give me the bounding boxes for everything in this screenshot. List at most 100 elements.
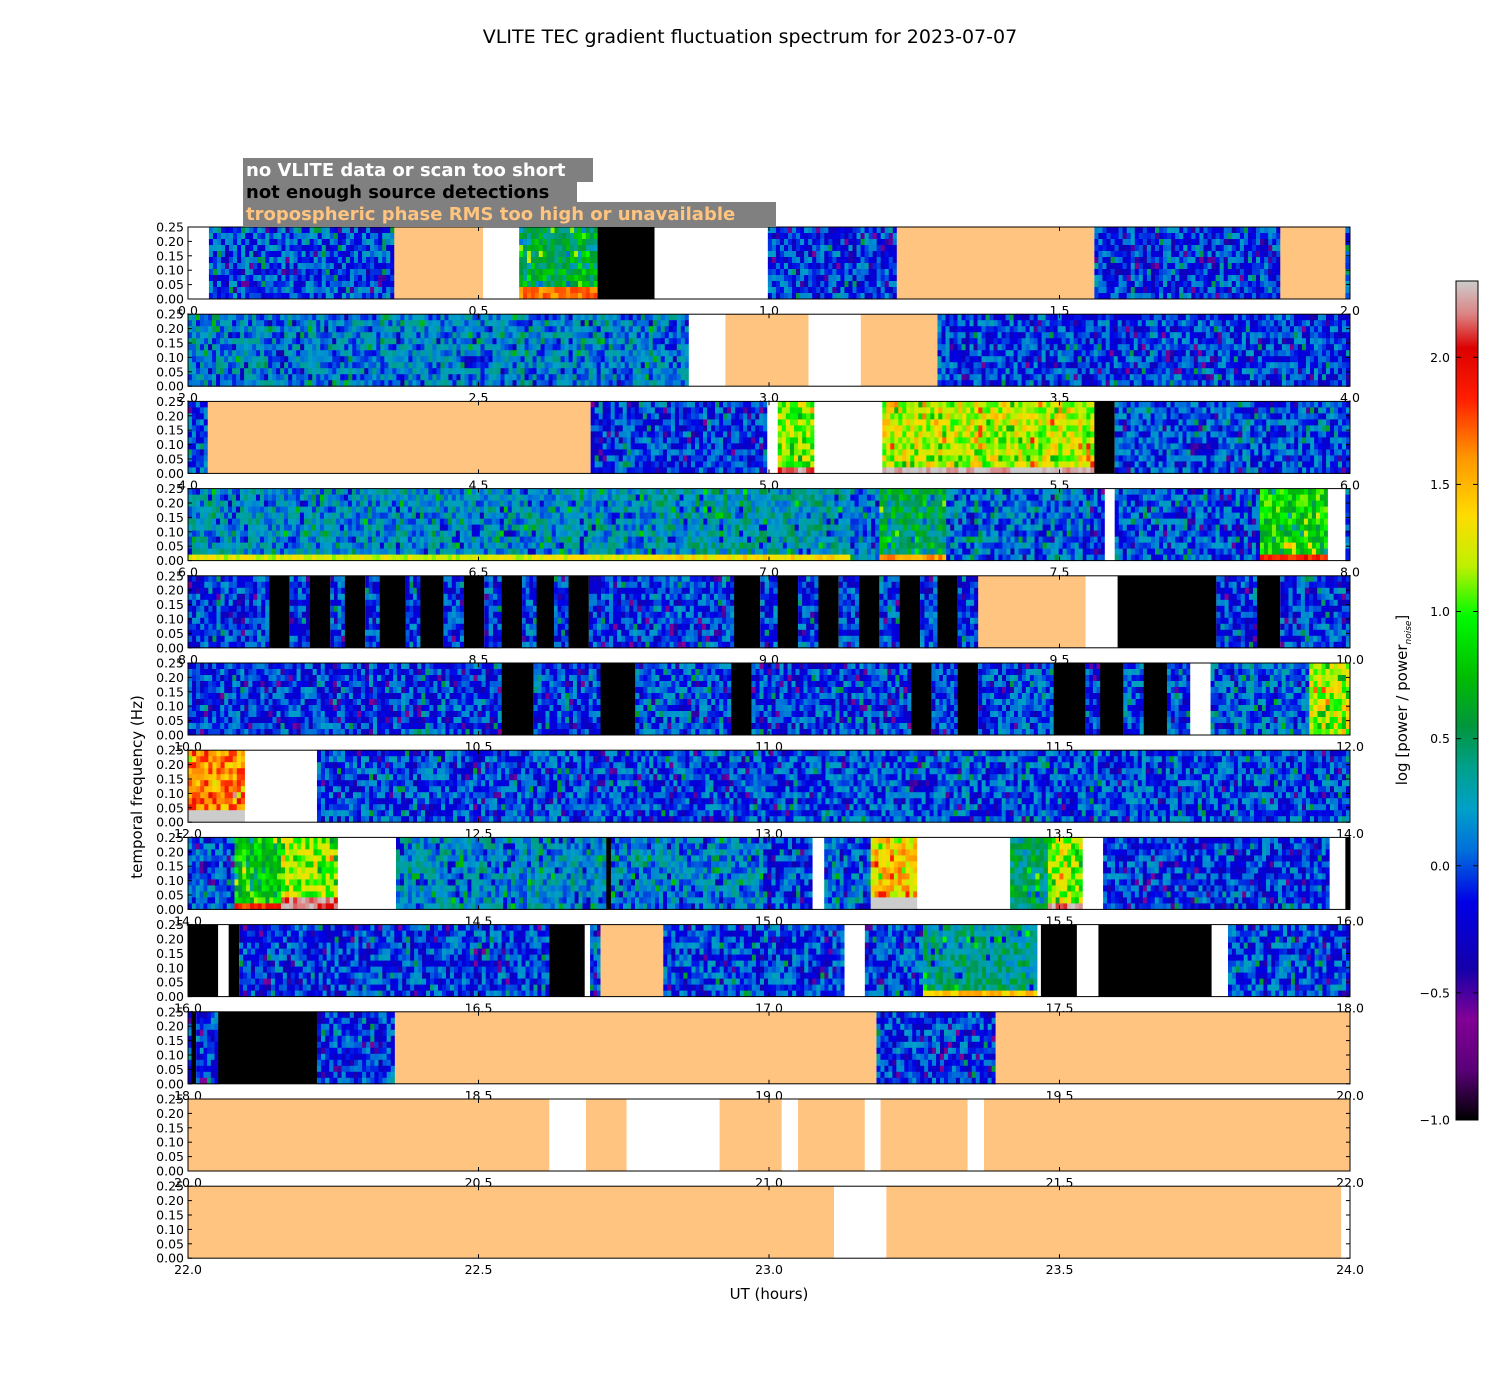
- spectrum-cell: [436, 368, 441, 375]
- spectrum-cell: [614, 443, 620, 450]
- spectrum-cell: [686, 449, 692, 456]
- spectrum-cell: [1098, 257, 1103, 264]
- spectrum-cell: [305, 269, 311, 276]
- spectrum-cell: [1313, 314, 1319, 321]
- spectrum-cell: [1033, 356, 1039, 363]
- spectrum-cell: [316, 374, 321, 381]
- spectrum-cell: [1113, 380, 1119, 387]
- spectrum-cell: [1173, 314, 1179, 321]
- spectrum-cell: [366, 239, 371, 246]
- spectrum-cell: [1109, 362, 1115, 369]
- spectrum-cell: [1142, 239, 1148, 246]
- spectrum-cell: [1221, 380, 1227, 387]
- spectrum-cell: [656, 332, 662, 339]
- spectrum-cell: [602, 437, 608, 444]
- spectrum-cell: [824, 245, 829, 252]
- spectrum-cell: [783, 287, 789, 294]
- spectrum-cell: [686, 467, 692, 474]
- spectrum-cell: [824, 293, 829, 300]
- spectrum-cell: [1345, 239, 1351, 246]
- spectrum-cell: [1313, 332, 1319, 339]
- spectrum-cell: [324, 350, 329, 357]
- spectrum-cell: [199, 461, 205, 468]
- spectrum-cell: [656, 380, 662, 387]
- spectrum-cell: [348, 356, 353, 363]
- spectrum-cell: [519, 287, 524, 294]
- spectrum-cell: [612, 332, 618, 339]
- spectrum-cell: [1045, 368, 1051, 375]
- spectrum-cell: [618, 407, 624, 414]
- spectrum-cell: [484, 356, 489, 363]
- spectrum-cell: [977, 368, 982, 375]
- spectrum-cell: [300, 380, 305, 387]
- spectrum-cell: [1265, 320, 1271, 327]
- spectrum-cell: [1114, 269, 1120, 276]
- spectrum-cell: [644, 362, 650, 369]
- spectrum-cell: [630, 461, 636, 468]
- spectrum-cell: [1209, 380, 1215, 387]
- spectrum-cell: [648, 338, 654, 345]
- spectrum-cell: [1268, 251, 1273, 258]
- spectrum-cell: [1345, 275, 1351, 282]
- spectrum-cell: [1346, 320, 1351, 327]
- spectrum-cell: [496, 326, 501, 333]
- spectrum-cell: [610, 413, 616, 420]
- spectrum-cell: [320, 338, 325, 345]
- spectrum-cell: [646, 455, 652, 462]
- spectrum-cell: [1029, 320, 1034, 327]
- spectrum-cell: [1276, 239, 1281, 246]
- spectrum-cell: [614, 419, 620, 426]
- spectrum-cell: [1097, 356, 1103, 363]
- spectrum-cell: [536, 332, 541, 339]
- spectrum-cell: [953, 380, 958, 387]
- spectrum-cell: [562, 245, 567, 252]
- spectrum-cell: [228, 326, 233, 333]
- spectrum-cell: [630, 443, 636, 450]
- spectrum-cell: [496, 314, 501, 321]
- spectrum-cell: [981, 368, 986, 375]
- spectrum-cell: [965, 314, 970, 321]
- spectrum-cell: [1277, 314, 1283, 321]
- spectrum-cell: [610, 443, 616, 450]
- spectrum-cell: [682, 401, 688, 408]
- spectrum-cell: [949, 356, 954, 363]
- spectrum-cell: [523, 269, 528, 276]
- spectrum-cell: [309, 275, 315, 282]
- spectrum-cell: [666, 425, 672, 432]
- spectrum-cell: [1268, 245, 1273, 252]
- spectrum-cell: [660, 338, 666, 345]
- spectrum-cell: [1269, 368, 1275, 375]
- spectrum-cell: [312, 326, 317, 333]
- spectrum-cell: [528, 380, 533, 387]
- spectrum-cell: [301, 287, 307, 294]
- spectrum-cell: [1260, 227, 1265, 234]
- spectrum-cell: [836, 251, 841, 258]
- spectrum-cell: [416, 320, 421, 327]
- spectrum-cell: [216, 257, 222, 264]
- spectrum-cell: [1177, 380, 1183, 387]
- spectrum-cell: [1235, 233, 1241, 240]
- spectrum-cell: [364, 320, 369, 327]
- spectrum-cell: [1203, 239, 1208, 246]
- spectrum-cell: [349, 263, 355, 270]
- spectrum-cell: [820, 275, 825, 282]
- spectrum-cell: [212, 344, 217, 351]
- spectrum-cell: [1106, 239, 1111, 246]
- spectrum-cell: [1273, 320, 1279, 327]
- spectrum-cell: [560, 374, 566, 381]
- spectrum-cell: [1001, 314, 1006, 321]
- spectrum-cell: [534, 251, 540, 258]
- spectrum-cell: [380, 350, 385, 357]
- spectrum-cell: [682, 437, 688, 444]
- spectrum-cell: [558, 239, 563, 246]
- spectrum-cell: [452, 314, 457, 321]
- spectrum-cell: [556, 350, 562, 357]
- spectrum-cell: [642, 413, 648, 420]
- spectrum-cell: [1102, 257, 1107, 264]
- spectrum-cell: [585, 269, 591, 276]
- spectrum-cell: [606, 401, 612, 408]
- spectrum-cell: [248, 320, 253, 327]
- spectrum-cell: [542, 251, 548, 258]
- spectrum-cell: [341, 275, 347, 282]
- spectrum-cell: [993, 314, 998, 321]
